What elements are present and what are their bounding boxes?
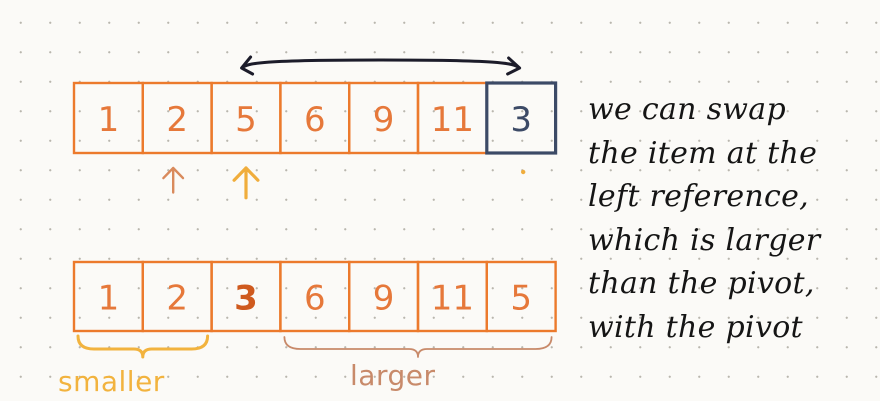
note-line: the item at the: [588, 135, 818, 171]
bottom-row-cell: 6: [279, 260, 351, 333]
top-row-cell-value: 11: [431, 100, 474, 140]
swap-arrow: [240, 55, 522, 76]
smaller-group-brace: [76, 334, 210, 359]
smaller-group-label: smaller: [58, 365, 165, 398]
top-row-cell-value: 5: [235, 100, 257, 140]
bottom-row-cell-value: 9: [373, 279, 395, 319]
top-row-pivot-value: 3: [510, 100, 532, 140]
bottom-row-cell: 11: [416, 260, 489, 333]
bottom-row-cell-value: 11: [431, 279, 474, 319]
pivot-marker-dot: [521, 169, 526, 175]
top-row-pivot-box: [485, 81, 558, 155]
bottom-row-cell: 9: [348, 260, 420, 333]
top-row-cell: 9: [348, 81, 420, 155]
explanation-note: we can swap the item at the left referen…: [588, 88, 874, 349]
bottom-row-cell-value: 5: [510, 279, 532, 319]
bottom-row-cell: 2: [141, 260, 213, 333]
bottom-row-pivot-value: 3: [234, 279, 258, 319]
bottom-row-cell-value: 2: [166, 279, 188, 319]
previous-reference-arrow-icon: [162, 166, 185, 194]
bottom-row-cell-value: 1: [98, 279, 120, 319]
larger-group-label: larger: [350, 359, 436, 392]
bottom-row-cell-box: [485, 260, 557, 333]
top-row-cell-value: 9: [373, 100, 395, 140]
bottom-row-cell: 5: [485, 260, 557, 333]
note-line: which is larger: [588, 222, 821, 258]
top-row-cell-value: 2: [166, 100, 188, 140]
top-row-cell: 1: [72, 81, 145, 155]
bottom-row-cell: 1: [72, 260, 145, 333]
note-line: with the pivot: [588, 309, 803, 345]
note-line: than the pivot,: [588, 266, 815, 301]
top-row-cell-value: 1: [98, 100, 120, 140]
left-reference-arrow-icon: [232, 166, 260, 200]
top-row-cell: 2: [141, 81, 213, 155]
larger-group-brace: [283, 336, 553, 358]
bottom-row-cell: 3: [210, 260, 282, 333]
top-row-cell-value: 6: [304, 100, 326, 140]
top-row-cell: 11: [416, 81, 489, 155]
bottom-array-row: 1 2 3 6 9 11 5: [72, 260, 557, 333]
note-line: we can swap: [588, 92, 786, 127]
top-row-cell: 5: [210, 81, 282, 155]
top-row-cell: 6: [279, 81, 351, 155]
bottom-row-cell-value: 6: [304, 279, 326, 319]
note-line: left reference,: [588, 179, 810, 214]
top-row-cell: 3: [485, 81, 558, 155]
top-array-row: 1 2 5 6 9 11 3: [72, 81, 558, 155]
